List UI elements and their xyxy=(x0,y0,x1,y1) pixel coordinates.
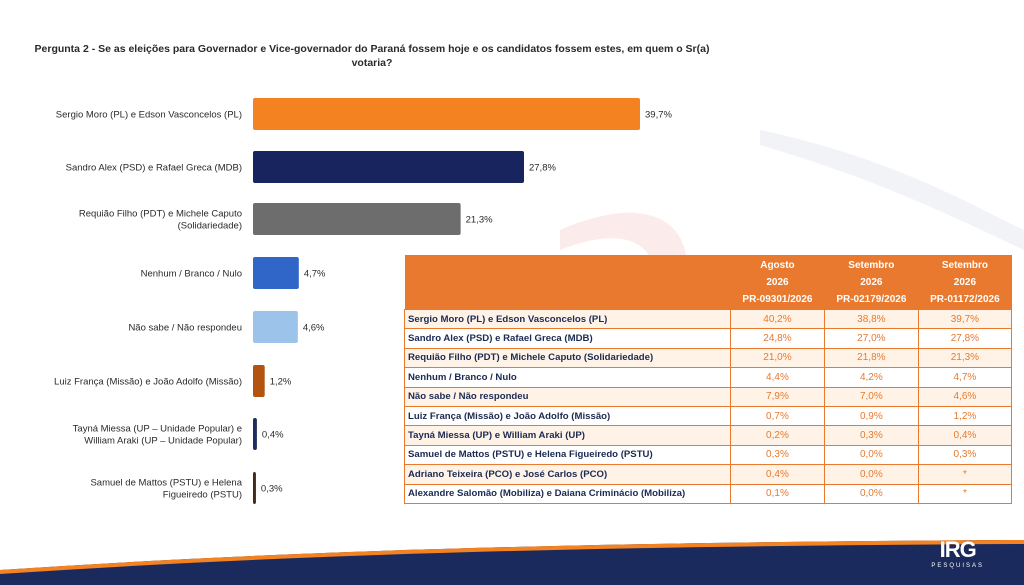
cell-setembro-2: 1,2% xyxy=(917,405,1013,427)
table-header-agosto: Agosto 2026 PR-09301/2026 xyxy=(730,255,825,310)
header-year: 2026 xyxy=(953,276,977,288)
table-header-setembro-1: Setembro 2026 PR-02179/2026 xyxy=(824,255,919,310)
question-title: Pergunta 2 - Se as eleições para Governa… xyxy=(34,43,710,69)
cell-agosto: 24,8% xyxy=(730,328,825,349)
cell-setembro-2: 27,8% xyxy=(917,328,1013,349)
cell-setembro-1: 0,0% xyxy=(823,483,919,504)
bar xyxy=(253,98,640,130)
cell-setembro-1: 0,0% xyxy=(823,444,919,466)
header-month: Agosto xyxy=(760,259,795,271)
cell-setembro-2: 4,6% xyxy=(917,386,1013,407)
cell-setembro-2: * xyxy=(917,464,1013,485)
header-month: Setembro xyxy=(941,259,988,271)
table-header-setembro-2: Setembro 2026 PR-01172/2026 xyxy=(918,255,1012,310)
table-row: Não sabe / Não respondeu 7,9% 7,0% 4,6% xyxy=(404,386,1013,407)
category-label: Luiz França (Missão) e João Adolfo (Miss… xyxy=(54,377,242,388)
table-row: Luiz França (Missão) e João Adolfo (Miss… xyxy=(404,405,1013,427)
table-row: Requião Filho (PDT) e Michele Caputo (So… xyxy=(404,347,1013,369)
comparison-table: Agosto 2026 PR-09301/2026 Setembro 2026 … xyxy=(404,255,1013,504)
candidate-name: Requião Filho (PDT) e Michele Caputo (So… xyxy=(404,347,731,369)
cell-agosto: 0,1% xyxy=(730,483,825,504)
header-registration: PR-09301/2026 xyxy=(742,293,813,305)
logo-sub-text: PESQUISAS xyxy=(931,563,984,569)
candidate-name: Não sabe / Não respondeu xyxy=(404,386,731,407)
bar xyxy=(253,418,257,450)
category-label: Não sabe / Não respondeu xyxy=(128,323,242,334)
cell-agosto: 21,0% xyxy=(730,347,825,369)
footer-band xyxy=(0,540,1024,585)
table-header-blank xyxy=(404,255,731,310)
cell-agosto: 0,4% xyxy=(730,464,825,485)
table-row: Samuel de Mattos (PSTU) e Helena Figueir… xyxy=(404,444,1013,466)
table-header-row: Agosto 2026 PR-09301/2026 Setembro 2026 … xyxy=(404,255,1012,310)
header-registration: PR-01172/2026 xyxy=(930,293,1000,305)
cell-setembro-1: 38,8% xyxy=(823,308,919,330)
cell-setembro-2: 0,3% xyxy=(917,444,1013,466)
cell-agosto: 0,3% xyxy=(730,444,825,466)
category-label: Requião Filho (PDT) e Michele Caputo (Sol… xyxy=(79,209,242,232)
table-row: Alexandre Salomão (Mobiliza) e Daiana Cr… xyxy=(404,483,1013,504)
table-row: Sandro Alex (PSD) e Rafael Greca (MDB) 24… xyxy=(404,328,1013,349)
candidate-name: Alexandre Salomão (Mobiliza) e Daiana Cr… xyxy=(404,483,731,504)
cell-setembro-2: 4,7% xyxy=(917,367,1013,388)
bar xyxy=(253,365,265,397)
cell-setembro-1: 0,3% xyxy=(823,425,919,446)
bar xyxy=(253,311,298,343)
table-row: Nenhum / Branco / Nulo 4,4% 4,2% 4,7% xyxy=(404,367,1013,388)
bar-value-label: 0,3% xyxy=(261,484,283,495)
candidate-name: Samuel de Mattos (PSTU) e Helena Figueir… xyxy=(404,444,731,466)
cell-setembro-1: 0,0% xyxy=(823,464,919,485)
bar-value-label: 39,7% xyxy=(645,110,672,121)
cell-agosto: 0,7% xyxy=(730,405,825,427)
candidate-name: Nenhum / Branco / Nulo xyxy=(404,367,731,388)
header-year: 2026 xyxy=(766,276,789,288)
cell-agosto: 4,4% xyxy=(730,367,825,388)
cell-setembro-2: * xyxy=(917,483,1013,504)
header-registration: PR-02179/2026 xyxy=(836,293,907,305)
cell-setembro-1: 4,2% xyxy=(823,367,919,388)
cell-setembro-2: 21,3% xyxy=(917,347,1013,369)
cell-agosto: 40,2% xyxy=(730,308,825,330)
bar-value-label: 21,3% xyxy=(466,215,493,226)
irg-logo: IRG PESQUISAS xyxy=(931,538,984,570)
bar xyxy=(253,203,461,235)
candidate-name: Sandro Alex (PSD) e Rafael Greca (MDB) xyxy=(404,328,731,349)
cell-setembro-1: 21,8% xyxy=(823,347,919,369)
cell-setembro-1: 27,0% xyxy=(823,328,919,349)
candidate-name: Adriano Teixeira (PCO) e José Carlos (PC… xyxy=(404,464,731,485)
logo-main-text: IRG xyxy=(939,537,977,562)
table-row: Sergio Moro (PL) e Edson Vasconcelos (PL… xyxy=(404,308,1013,330)
table-row: Adriano Teixeira (PCO) e José Carlos (PC… xyxy=(404,464,1013,485)
comparison-table-container: Agosto 2026 PR-09301/2026 Setembro 2026 … xyxy=(404,255,1013,504)
category-label: Tayná Miessa (UP – Unidade Popular) e Wil… xyxy=(73,424,242,447)
cell-setembro-2: 0,4% xyxy=(917,425,1013,446)
table-row: Tayná Miessa (UP) e William Araki (UP) 0,… xyxy=(404,425,1013,446)
category-label: Samuel de Mattos (PSTU) e Helena Figueire… xyxy=(90,478,242,501)
header-month: Setembro xyxy=(848,259,895,271)
bar-value-label: 1,2% xyxy=(270,377,292,388)
bar xyxy=(253,472,256,504)
candidate-name: Tayná Miessa (UP) e William Araki (UP) xyxy=(404,425,731,446)
bar-value-label: 0,4% xyxy=(262,430,284,441)
candidate-name: Luiz França (Missão) e João Adolfo (Miss… xyxy=(404,405,731,427)
cell-setembro-1: 7,0% xyxy=(823,386,919,407)
bar xyxy=(253,257,299,289)
header-year: 2026 xyxy=(860,276,883,288)
cell-agosto: 0,2% xyxy=(730,425,825,446)
cell-setembro-2: 39,7% xyxy=(917,308,1013,330)
candidate-name: Sergio Moro (PL) e Edson Vasconcelos (PL… xyxy=(404,308,731,330)
bar xyxy=(253,151,524,183)
bar-value-label: 27,8% xyxy=(529,163,556,174)
bar-value-label: 4,6% xyxy=(303,323,325,334)
bar-value-label: 4,7% xyxy=(304,269,326,280)
cell-agosto: 7,9% xyxy=(730,386,825,407)
category-label: Sergio Moro (PL) e Edson Vasconcelos (PL… xyxy=(56,110,242,121)
category-label: Sandro Alex (PSD) e Rafael Greca (MDB) xyxy=(66,163,242,174)
category-label: Nenhum / Branco / Nulo xyxy=(141,269,242,280)
cell-setembro-1: 0,9% xyxy=(823,405,919,427)
